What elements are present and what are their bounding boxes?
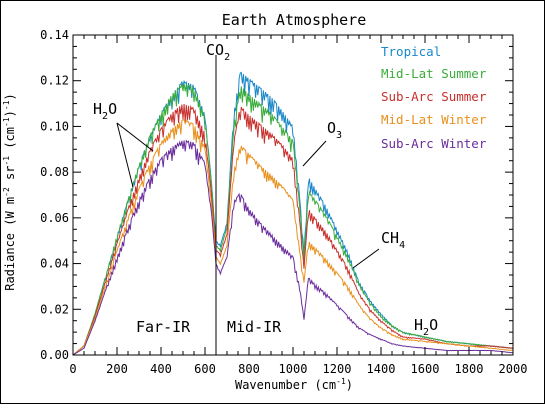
ticks-layer: 0 200 400 600 800 1000 1200 1400 1600 1800 2000 0.0… (40, 28, 527, 376)
series-line-sub-arc-winter (72, 139, 514, 356)
annotation-h2o-left: H2O (93, 100, 117, 122)
x-tick-label-1200: 1200 (323, 362, 352, 376)
y-tick-label-0.10: 0.10 (40, 119, 69, 133)
annotation-ch4: CH4 (381, 229, 405, 251)
y-axis-label: Radiance (W m-2 sr-1 (cm-1)-1) (2, 93, 17, 291)
legend-entry-sub-arc-winter: Sub-Arc Winter (381, 136, 487, 151)
x-tick-label-800: 800 (238, 362, 260, 376)
y-tick-label-0.04: 0.04 (40, 257, 69, 271)
annotation-pointer (302, 140, 327, 167)
x-tick-label-400: 400 (150, 362, 172, 376)
x-tick-label-200: 200 (106, 362, 128, 376)
series-line-mid-lat-summer (72, 83, 514, 356)
annotation-pointer (116, 122, 134, 188)
legend-entry-tropical: Tropical (381, 44, 441, 59)
y-tick-label-0.12: 0.12 (40, 74, 69, 88)
region-label-far-ir: Far-IR (136, 318, 191, 336)
x-tick-label-1800: 1800 (455, 362, 484, 376)
annotations-layer: H2O CO2 O3 CH4 H2O (93, 41, 438, 338)
y-tick-label-0.00: 0.00 (40, 348, 69, 362)
annotation-pointer (116, 122, 154, 152)
legend: Tropical Mid-Lat Summer Sub-Arc Summer M… (381, 44, 487, 151)
y-tick-label-0.08: 0.08 (40, 165, 69, 179)
legend-entry-sub-arc-summer: Sub-Arc Summer (381, 89, 487, 104)
chart-title: Earth Atmosphere (222, 11, 367, 29)
region-label-mid-ir: Mid-IR (227, 318, 282, 336)
legend-entry-mid-lat-winter: Mid-Lat Winter (381, 112, 487, 127)
x-tick-label-1000: 1000 (279, 362, 308, 376)
legend-entry-mid-lat-summer: Mid-Lat Summer (381, 66, 487, 81)
series-line-sub-arc-summer (72, 103, 514, 356)
series-line-mid-lat-winter (72, 119, 514, 356)
x-tick-label-0: 0 (69, 362, 76, 376)
y-tick-label-0.06: 0.06 (40, 211, 69, 225)
x-tick-label-2000: 2000 (499, 362, 528, 376)
series-layer (72, 71, 514, 356)
x-tick-label-1400: 1400 (367, 362, 396, 376)
annotation-h2o-right: H2O (414, 316, 438, 338)
y-tick-label-0.02: 0.02 (40, 302, 69, 316)
x-tick-label-600: 600 (194, 362, 216, 376)
annotation-pointer (352, 248, 380, 269)
y-tick-label-0.14: 0.14 (40, 28, 69, 42)
x-axis-label: Wavenumber (cm-1) (235, 377, 353, 392)
annotation-co2: CO2 (206, 41, 230, 63)
annotation-o3: O3 (327, 119, 342, 141)
x-tick-label-1600: 1600 (411, 362, 440, 376)
plot-area-border (72, 34, 514, 356)
